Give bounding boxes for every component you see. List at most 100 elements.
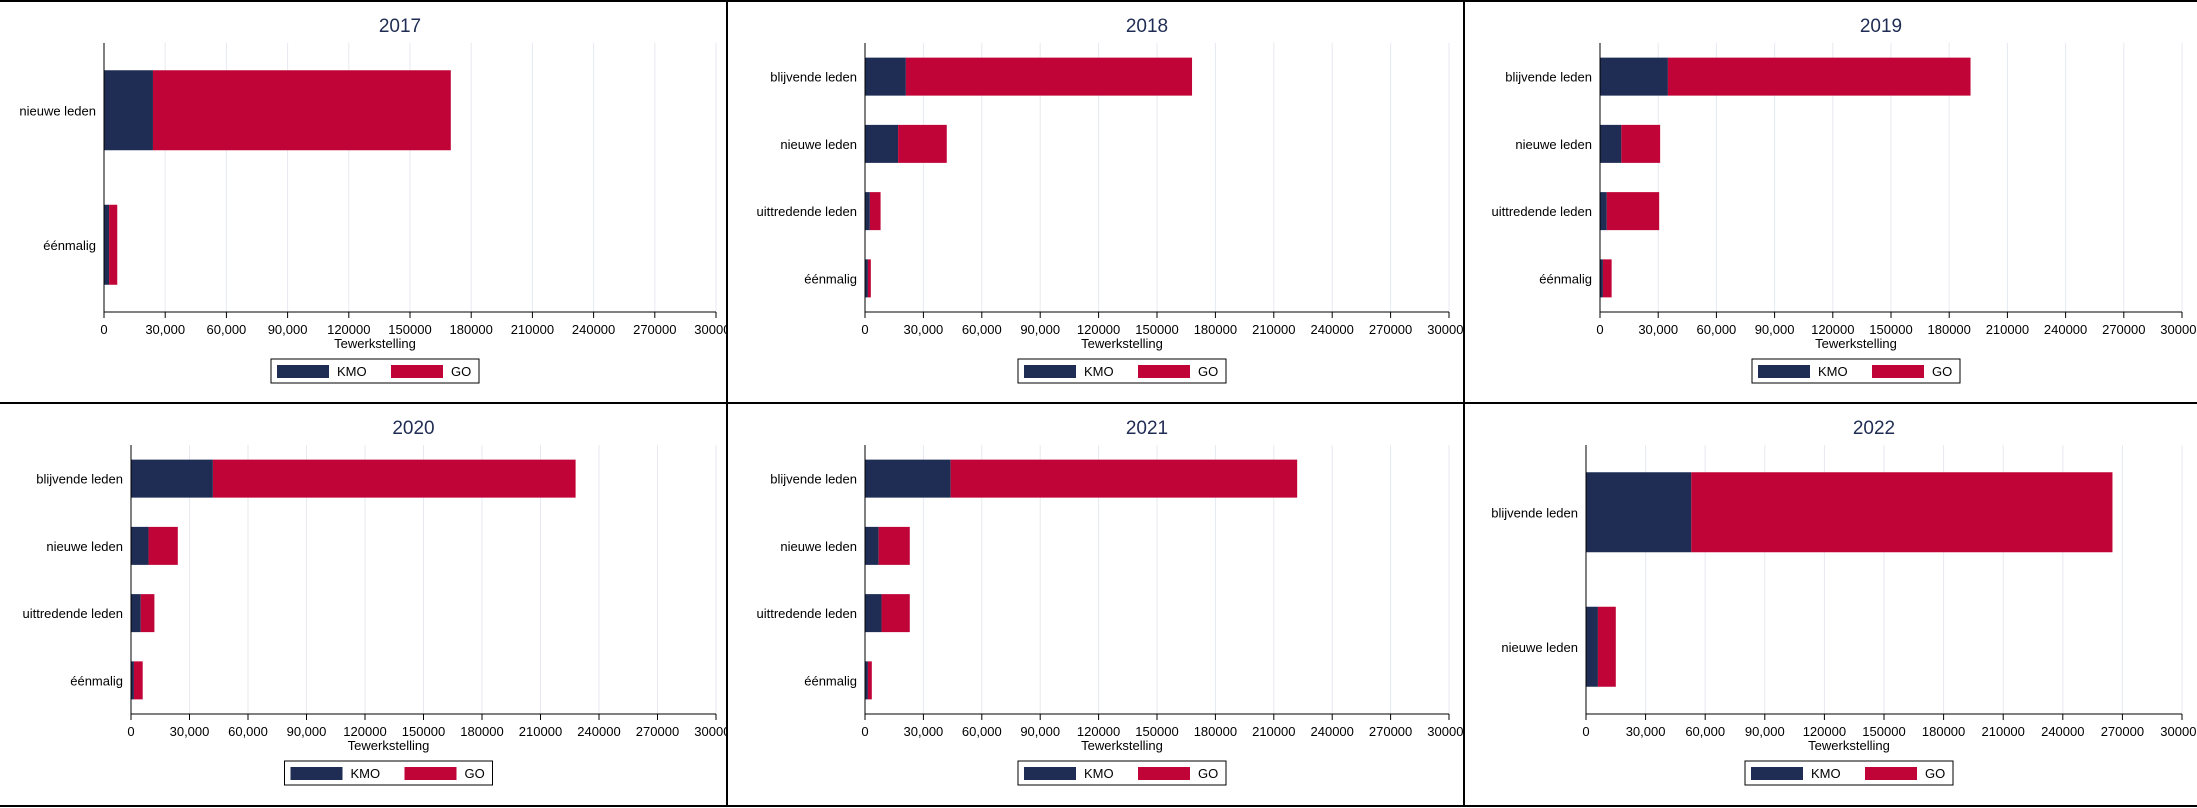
x-tick-label: 240000 xyxy=(1311,724,1354,739)
x-tick-label: 270000 xyxy=(1369,322,1412,337)
legend-label: KMO xyxy=(351,766,381,781)
legend-label: KMO xyxy=(1811,766,1841,781)
legend-swatch-go xyxy=(404,767,457,780)
chart-title: 2018 xyxy=(1126,16,1168,37)
x-tick-label: 150000 xyxy=(1135,322,1178,337)
chart-panel-2021: 2021 blijvende leden nieuwe leden uittreden… xyxy=(728,404,1463,805)
legend-label: GO xyxy=(465,766,485,781)
legend-swatch-kmo xyxy=(290,767,343,780)
category-label: uittredende leden xyxy=(1492,204,1592,219)
legend-label: KMO xyxy=(1818,364,1848,379)
bar-go xyxy=(881,594,910,633)
legend: KMO GO xyxy=(1017,760,1227,786)
x-tick-label: 120000 xyxy=(1077,322,1120,337)
x-axis-label: Tewerkstelling xyxy=(1808,738,1890,753)
bar-kmo xyxy=(131,594,141,633)
bar-go xyxy=(133,661,143,700)
x-tick-label: 210000 xyxy=(511,322,554,337)
category-label: nieuwe leden xyxy=(780,539,857,554)
legend-label: GO xyxy=(1932,364,1952,379)
x-tick-label: 180000 xyxy=(450,322,493,337)
bar-chart: 2022 blijvende leden nieuwe leden 0 30,000 60… xyxy=(1491,418,2197,786)
bar-go xyxy=(1597,606,1616,687)
legend-label: GO xyxy=(1198,364,1218,379)
x-tick-label: 120000 xyxy=(343,724,386,739)
x-tick-label: 60,000 xyxy=(1685,724,1725,739)
category-label: blijvende leden xyxy=(770,472,857,487)
x-tick-label: 0 xyxy=(1596,322,1603,337)
x-axis-label: Tewerkstelling xyxy=(1081,336,1163,351)
x-tick-label: 30,000 xyxy=(145,322,185,337)
bar-go xyxy=(869,192,881,231)
category-label: blijvende leden xyxy=(770,70,857,85)
x-tick-label: 300000 xyxy=(2160,322,2197,337)
x-tick-label: 120000 xyxy=(327,322,370,337)
legend-label: KMO xyxy=(1084,364,1114,379)
bar-go xyxy=(212,459,576,498)
x-tick-label: 60,000 xyxy=(207,322,247,337)
category-label: uittredende leden xyxy=(757,606,857,621)
x-tick-label: 150000 xyxy=(1135,724,1178,739)
bar-kmo xyxy=(865,661,868,700)
x-tick-label: 270000 xyxy=(636,724,679,739)
bar-go xyxy=(878,526,910,565)
x-tick-label: 60,000 xyxy=(962,322,1002,337)
panel-divider xyxy=(0,402,2197,404)
x-axis-label: Tewerkstelling xyxy=(348,738,430,753)
bar-kmo xyxy=(865,526,879,565)
bar-go xyxy=(1691,472,2113,553)
bar-go xyxy=(152,70,451,151)
chart-title: 2019 xyxy=(1860,16,1902,37)
x-tick-label: 90,000 xyxy=(1020,322,1060,337)
category-label: nieuwe leden xyxy=(46,539,123,554)
x-tick-label: 150000 xyxy=(388,322,431,337)
x-tick-label: 240000 xyxy=(2041,724,2084,739)
x-tick-label: 90,000 xyxy=(287,724,327,739)
x-tick-label: 150000 xyxy=(1869,322,1912,337)
category-label: uittredende leden xyxy=(23,606,123,621)
chart-title: 2020 xyxy=(392,418,434,439)
x-tick-label: 60,000 xyxy=(228,724,268,739)
x-tick-label: 300000 xyxy=(694,724,726,739)
bar-go xyxy=(898,124,947,163)
x-tick-label: 180000 xyxy=(1194,322,1237,337)
x-tick-label: 60,000 xyxy=(962,724,1002,739)
x-tick-label: 300000 xyxy=(2160,724,2197,739)
chart-title: 2021 xyxy=(1126,418,1168,439)
legend-swatch-go xyxy=(1138,767,1190,780)
legend-swatch-kmo xyxy=(1024,767,1076,780)
bar-kmo xyxy=(131,661,134,700)
x-tick-label: 0 xyxy=(1582,724,1589,739)
bar-go xyxy=(1667,57,1971,96)
legend: KMO GO xyxy=(270,358,480,384)
chart-panel-2017: 2017 nieuwe leden éénmalig 0 30,000 60,000 90,… xyxy=(2,2,726,402)
x-tick-label: 150000 xyxy=(402,724,445,739)
x-tick-label: 30,000 xyxy=(904,724,944,739)
legend: KMO GO xyxy=(1751,358,1961,384)
x-axis-label: Tewerkstelling xyxy=(1815,336,1897,351)
bar-chart: 2017 nieuwe leden éénmalig 0 30,000 60,000 90,… xyxy=(19,16,726,384)
bar-kmo xyxy=(1600,57,1668,96)
panel-divider xyxy=(1463,0,1465,807)
x-tick-label: 270000 xyxy=(1369,724,1412,739)
category-label: éénmalig xyxy=(70,673,123,688)
x-tick-label: 210000 xyxy=(1986,322,2029,337)
bar-go xyxy=(950,459,1298,498)
x-tick-label: 180000 xyxy=(1194,724,1237,739)
bar-kmo xyxy=(1600,259,1603,298)
x-axis-label: Tewerkstelling xyxy=(334,336,416,351)
x-tick-label: 0 xyxy=(100,322,107,337)
category-label: éénmalig xyxy=(804,673,857,688)
bar-kmo xyxy=(131,526,149,565)
x-axis-label: Tewerkstelling xyxy=(1081,738,1163,753)
x-tick-label: 0 xyxy=(861,322,868,337)
bar-chart: 2018 blijvende leden nieuwe leden uittreden… xyxy=(757,16,1463,384)
x-tick-label: 90,000 xyxy=(1755,322,1795,337)
panel-divider xyxy=(0,805,2197,807)
x-tick-label: 90,000 xyxy=(1020,724,1060,739)
x-tick-label: 300000 xyxy=(1427,322,1463,337)
legend: KMO GO xyxy=(1744,760,1954,786)
category-label: nieuwe leden xyxy=(780,137,857,152)
bar-kmo xyxy=(865,192,870,231)
legend-swatch-kmo xyxy=(1751,767,1803,780)
